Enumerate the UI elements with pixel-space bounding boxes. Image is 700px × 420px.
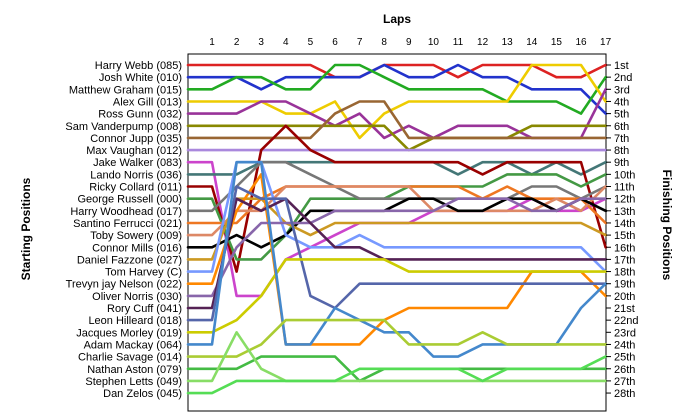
finish-position-label: 4th (614, 96, 629, 108)
finish-position-label: 14th (614, 218, 635, 230)
finish-position-label: 28th (614, 388, 635, 400)
series-line (186, 330, 608, 383)
starting-driver-label: Adam Mackay (064) (84, 339, 182, 351)
x-axis-ticks: 1 2 3 4 5 6 7 8 9 10 11 12 13 14 15 16 17 (209, 37, 611, 48)
starting-driver-label: Harry Webb (085) (95, 60, 182, 72)
starting-driver-label: Charlie Savage (014) (78, 352, 182, 364)
lap-tick-label: 17 (600, 37, 612, 48)
lap-tick-label: 16 (575, 37, 587, 48)
lap-tick-label: 14 (526, 37, 538, 48)
starting-driver-label: Jake Walker (083) (93, 157, 182, 169)
starting-driver-label: Oliver Norris (030) (92, 291, 182, 303)
lap-tick-label: 7 (357, 37, 363, 48)
starting-driver-label: Ricky Collard (011) (89, 182, 182, 194)
finish-position-label: 23rd (614, 327, 636, 339)
starting-driver-label: Lando Norris (036) (90, 169, 182, 181)
finish-position-label: 5th (614, 109, 629, 121)
finish-position-label: 19th (614, 279, 635, 291)
starting-driver-label: George Russell (000) (77, 194, 182, 206)
finish-position-label: 8th (614, 145, 629, 157)
finish-position-label: 21st (614, 303, 635, 315)
starting-driver-label: Stephen Letts (049) (85, 376, 182, 388)
finish-position-label: 2nd (614, 72, 632, 84)
lap-tick-label: 12 (477, 37, 489, 48)
starting-driver-label: Connor Jupp (035) (90, 133, 182, 145)
starting-driver-label: Santino Ferrucci (021) (73, 218, 182, 230)
lap-tick-label: 2 (234, 37, 240, 48)
lap-tick-label: 15 (551, 37, 563, 48)
lap-tick-label: 11 (453, 37, 464, 48)
starting-driver-label: Ross Gunn (032) (98, 109, 182, 121)
plot-area (187, 53, 607, 412)
starting-driver-label: Max Vaughan (012) (86, 145, 182, 157)
finish-position-label: 7th (614, 133, 629, 145)
finish-position-label: 3rd (614, 84, 630, 96)
finish-position-label: 9th (614, 157, 629, 169)
lap-tick-label: 3 (258, 37, 264, 48)
starting-driver-label: Jacques Morley (019) (76, 327, 182, 339)
starting-driver-label: Daniel Fazzone (027) (77, 254, 182, 266)
finish-position-label: 17th (614, 254, 635, 266)
finish-position-label: 27th (614, 376, 635, 388)
finish-position-label: 11th (614, 182, 635, 194)
series-line (186, 197, 608, 298)
x-axis-title: Laps (383, 12, 411, 26)
finish-position-label: 16th (614, 242, 635, 254)
finish-position-label: 1st (614, 60, 629, 72)
series-line (186, 185, 608, 322)
starting-driver-label: Toby Sowery (009) (90, 230, 182, 242)
finish-position-label: 12th (614, 194, 635, 206)
series-line (186, 124, 608, 273)
series-line (186, 197, 608, 310)
finish-position-label: 6th (614, 121, 629, 133)
finish-position-label: 18th (614, 267, 635, 279)
starting-driver-label: Matthew Graham (015) (69, 84, 182, 96)
series-line (186, 63, 608, 115)
lap-tick-label: 9 (406, 37, 412, 48)
series-line (186, 355, 608, 395)
starting-driver-label: Josh White (010) (99, 72, 182, 84)
starting-driver-label: Leon Hilleard (018) (88, 315, 182, 327)
lap-tick-label: 10 (428, 37, 440, 48)
finish-position-label: 15th (614, 230, 635, 242)
finish-position-label: 25th (614, 352, 635, 364)
series-line (186, 63, 608, 115)
series-line (186, 88, 608, 140)
lap-tick-label: 13 (502, 37, 514, 48)
finish-position-label: 22nd (614, 315, 638, 327)
lap-tick-label: 1 (209, 37, 215, 48)
starting-driver-label: Tom Harvey (C) (105, 267, 182, 279)
lap-tick-label: 4 (283, 37, 289, 48)
series-layer (186, 63, 608, 395)
starting-driver-label: Rory Cuff (041) (107, 303, 182, 315)
lap-tick-label: 8 (381, 37, 387, 48)
finish-position-label: 24th (614, 339, 635, 351)
finish-position-label: 13th (614, 206, 635, 218)
series-line (186, 63, 608, 79)
finishing-position-labels: 1st2nd3rd4th5th6th7th8th9th10th11th12th1… (606, 60, 638, 400)
starting-driver-label: Sam Vanderpump (008) (65, 121, 182, 133)
starting-driver-label: Dan Zelos (045) (103, 388, 182, 400)
starting-driver-label: Alex Gill (013) (113, 96, 182, 108)
starting-driver-label: Nathan Aston (079) (87, 364, 182, 376)
finish-position-label: 26th (614, 364, 635, 376)
series-line (186, 318, 608, 358)
finish-position-label: 20th (614, 291, 635, 303)
series-line (186, 160, 608, 298)
starting-driver-label: Connor Mills (016) (92, 242, 182, 254)
starting-driver-label: Harry Woodhead (017) (70, 206, 182, 218)
starting-driver-label: Trevyn jay Nelson (022) (66, 279, 182, 291)
lap-tick-label: 6 (332, 37, 338, 48)
lap-tick-label: 5 (308, 37, 314, 48)
series-line (186, 258, 608, 334)
right-axis-title: Finishing Positions (660, 170, 674, 281)
left-axis-title: Starting Positions (19, 177, 33, 280)
finish-position-label: 10th (614, 169, 635, 181)
series-line (186, 100, 608, 140)
series-line (186, 160, 608, 273)
starting-position-labels: Harry Webb (085)Josh White (010)Matthew … (65, 60, 182, 400)
